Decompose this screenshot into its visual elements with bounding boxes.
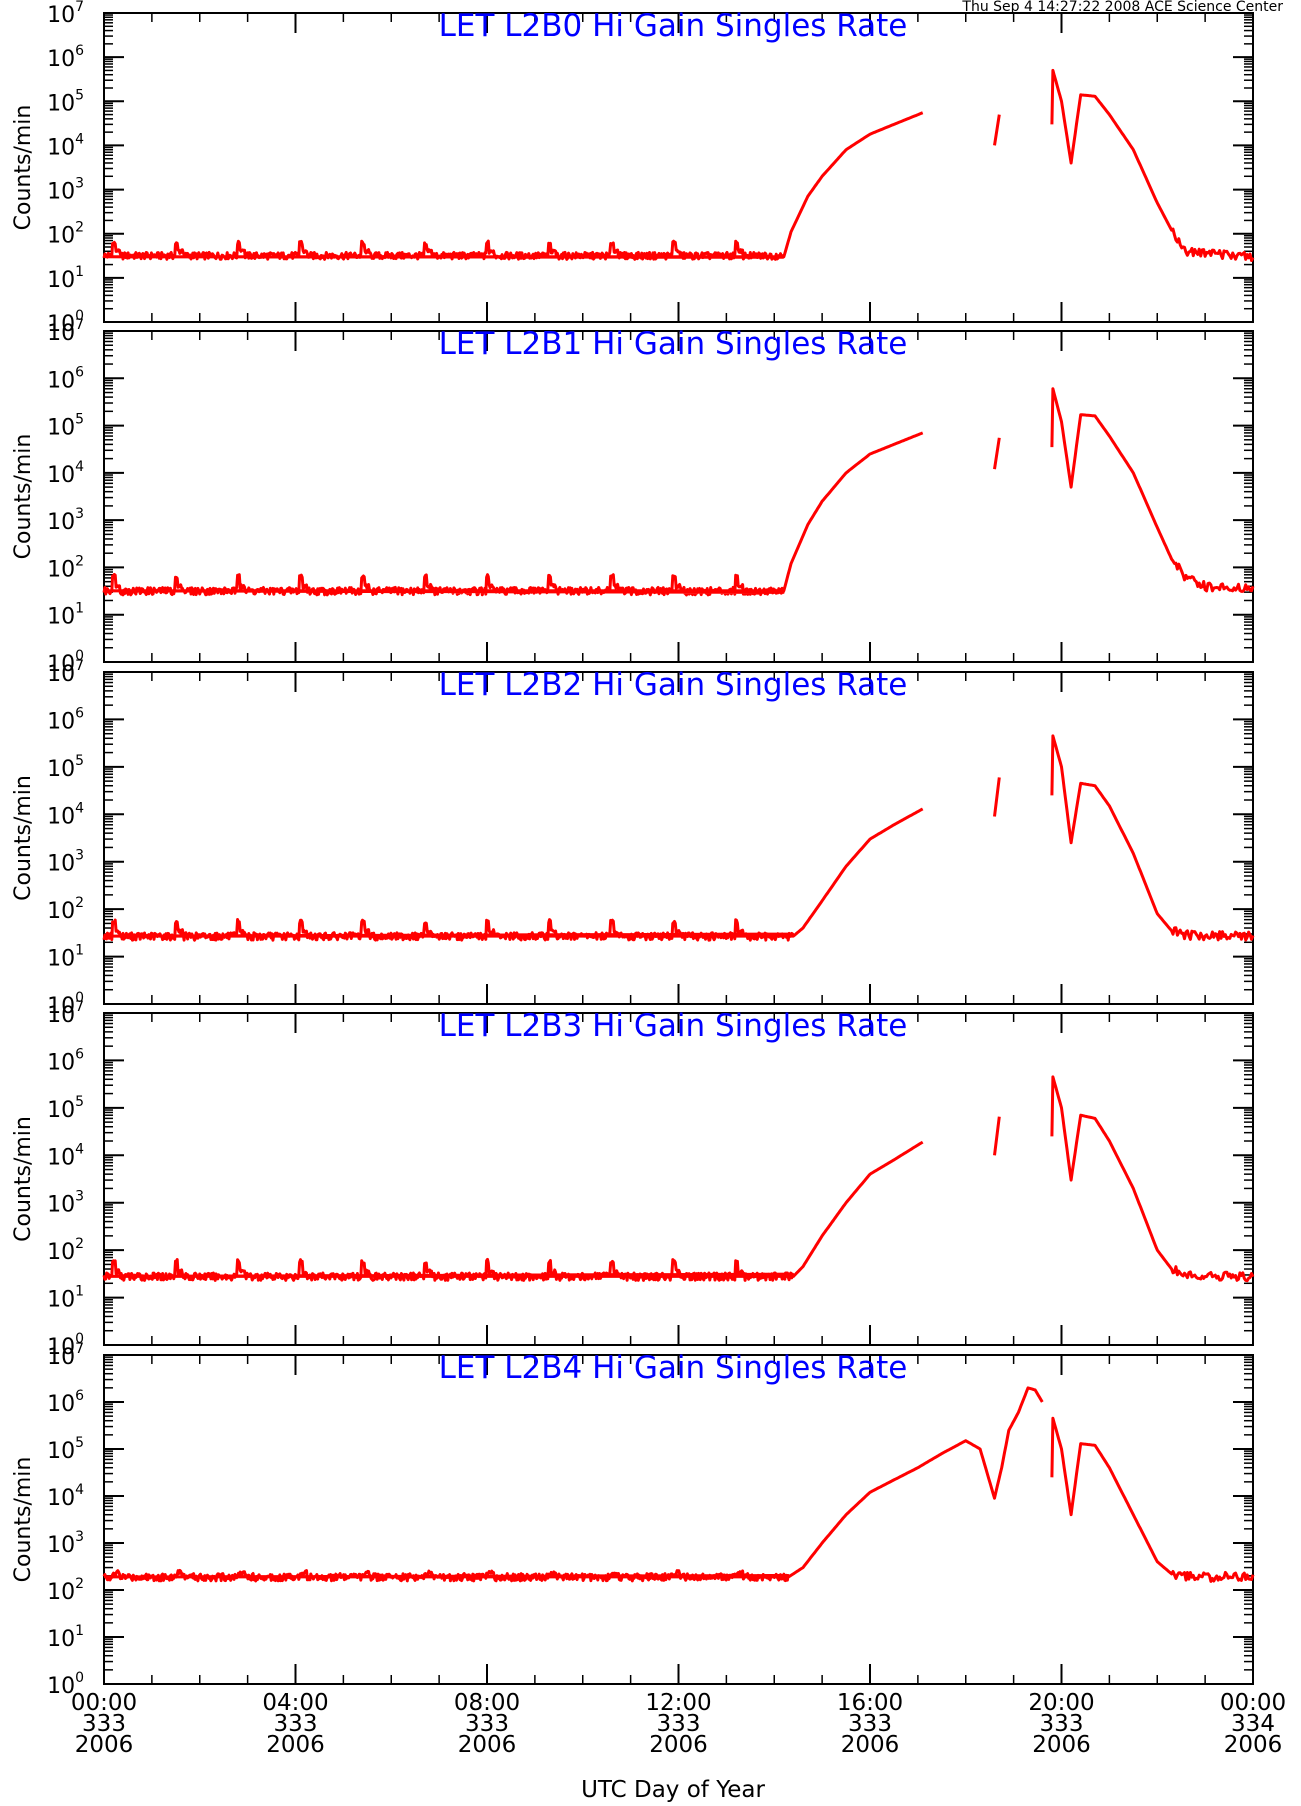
y-tick-label: 103 [47,1189,84,1218]
y-axis-label: Counts/min [11,1457,36,1583]
y-tick-label: 103 [47,1529,84,1558]
panel-0: 100 101 102 103 104 105 106 107 Counts/min LET L2… [11,0,1255,337]
plot-frame [103,12,1254,323]
y-tick-label: 105 [47,87,84,116]
y-tick-label: 102 [47,220,84,249]
y-tick-label: 107 [47,999,84,1028]
y-tick-label: 102 [47,895,84,924]
y-tick-label: 105 [47,1435,84,1464]
x-tick-label: 12:00 333 2006 [645,1690,711,1758]
y-tick-label: 103 [47,176,84,205]
y-tick-label: 102 [47,1576,84,1605]
y-tick-label: 106 [47,1046,84,1075]
timestamp-header: Thu Sep 4 14:27:22 2008 ACE Science Cent… [962,0,1283,15]
plot-frame [103,1012,1254,1346]
plot-frame [103,330,1254,663]
panel-4: 100 101 102 103 104 105 106 107 Counts/min LET L2… [11,1341,1255,1699]
y-tick-label: 101 [47,943,84,972]
series-line [102,1140,924,1282]
panel-1: 100 101 102 103 104 105 106 107 Counts/min LET L2… [11,317,1255,677]
y-tick-label: 104 [47,459,84,488]
y-tick-label: 104 [47,1141,84,1170]
series-line [993,1116,1001,1156]
series-line [102,807,924,942]
y-axis-label: Counts/min [11,1116,36,1242]
y-tick-label: 101 [47,601,84,630]
y-tick-label: 107 [47,0,84,28]
x-axis-label: UTC Day of Year [581,1777,765,1803]
y-tick-label: 100 [47,990,84,1019]
y-tick-label: 107 [47,317,84,346]
panel-title: LET L2B4 Hi Gain Singles Rate [439,1350,908,1386]
y-tick-label: 100 [47,648,84,677]
series-line [993,777,1001,817]
y-tick-label: 102 [47,553,84,582]
y-tick-label: 103 [47,506,84,535]
panel-title: LET L2B0 Hi Gain Singles Rate [439,8,908,44]
y-tick-label: 107 [47,658,84,687]
panel-title: LET L2B3 Hi Gain Singles Rate [439,1008,908,1044]
y-tick-label: 107 [47,1341,84,1370]
x-tick-label: 00:00 334 2006 [1220,1690,1286,1758]
x-tick-label: 04:00 333 2006 [262,1690,328,1758]
series-line [993,437,1001,470]
y-tick-label: 104 [47,131,84,160]
x-tick-label: 16:00 333 2006 [837,1690,903,1758]
y-tick-label: 101 [47,1284,84,1313]
y-tick-label: 105 [47,753,84,782]
y-tick-label: 100 [47,1331,84,1360]
y-tick-label: 100 [47,1670,84,1699]
y-tick-label: 105 [47,1094,84,1123]
series-line [1050,1416,1255,1583]
plot-frame [103,671,1254,1005]
y-tick-label: 106 [47,705,84,734]
y-axis-label: Counts/min [11,434,36,560]
panel-title: LET L2B2 Hi Gain Singles Rate [439,667,908,703]
series-line [1050,68,1255,262]
x-tick-label: 20:00 333 2006 [1028,1690,1094,1758]
series-line [102,431,924,597]
series-line [1050,734,1255,942]
y-tick-label: 104 [47,1482,84,1511]
panel-3: 100 101 102 103 104 105 106 107 Counts/min LET L2… [11,999,1255,1360]
y-tick-label: 104 [47,800,84,829]
y-axis-label: Counts/min [11,105,36,231]
y-tick-label: 101 [47,1623,84,1652]
y-tick-label: 106 [47,43,84,72]
y-tick-label: 102 [47,1236,84,1265]
series-line [1050,1075,1255,1283]
series-line [102,111,924,261]
series-line [993,114,1001,146]
x-tick-label: 08:00 333 2006 [454,1690,520,1758]
series-line [1050,387,1255,593]
y-tick-label: 100 [47,308,84,337]
y-tick-label: 106 [47,1388,84,1417]
y-axis-label: Counts/min [11,775,36,901]
y-tick-label: 101 [47,264,84,293]
panel-title: LET L2B1 Hi Gain Singles Rate [439,326,908,362]
series-line [102,1386,1044,1583]
y-tick-label: 106 [47,364,84,393]
plot-frame [103,1354,1254,1685]
panel-2: 100 101 102 103 104 105 106 107 Counts/min LET L2… [11,658,1255,1019]
y-tick-label: 103 [47,848,84,877]
y-tick-label: 105 [47,412,84,441]
x-tick-label: 00:00 333 2006 [71,1690,137,1758]
